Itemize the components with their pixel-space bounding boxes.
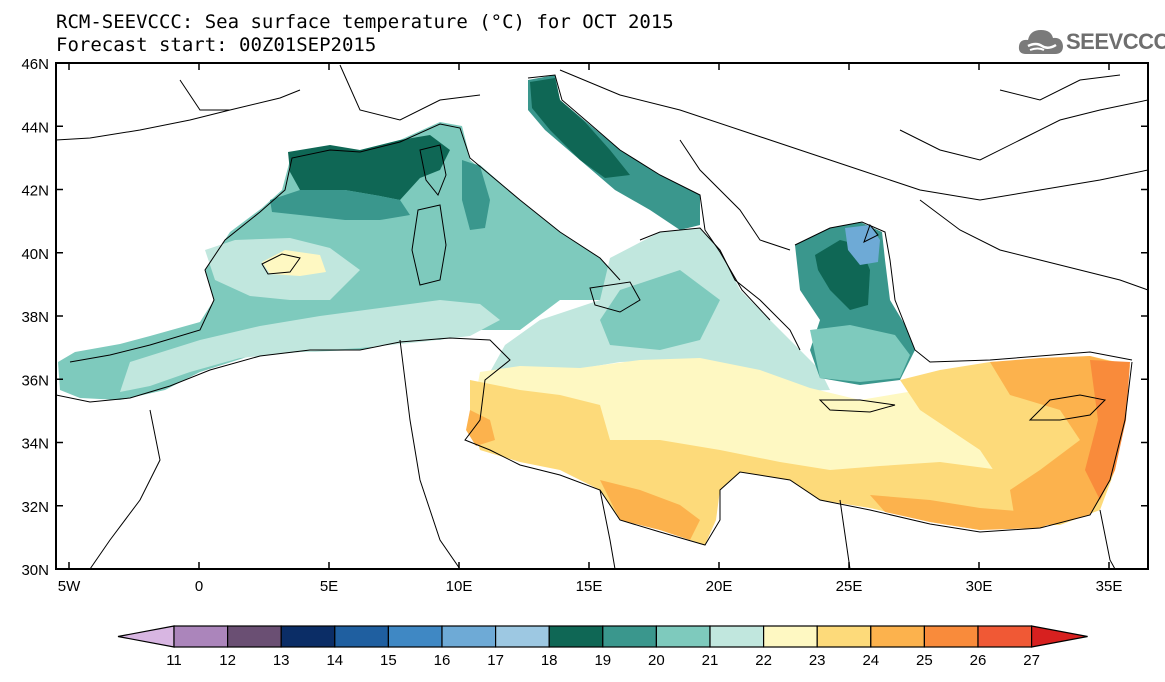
lat-tick-label: 30N (21, 562, 49, 579)
lat-tick-label: 46N (21, 56, 49, 73)
colorbar-label: 12 (219, 652, 236, 669)
colorbar-box (441, 625, 497, 648)
seevccc-logo: SEEVCCC (1018, 24, 1165, 58)
colorbar-label: 16 (434, 652, 451, 669)
ionian-mid (600, 270, 720, 350)
colorbar-label: 11 (166, 652, 182, 669)
colorbar-box (977, 625, 1033, 648)
colorbar-label: 26 (970, 652, 987, 669)
colorbar-box (495, 625, 550, 648)
longitude-axis: 5W 0 5E 10E 15E 20E 25E 30E 35E (58, 63, 1123, 595)
colorbar-box (280, 625, 336, 648)
lat-tick-label: 42N (21, 183, 49, 200)
colorbar-over-triangle (1031, 625, 1088, 648)
gulf-sidra-warm (600, 480, 700, 540)
lat-tick-label: 36N (21, 372, 49, 389)
colorbar-box (655, 625, 711, 648)
lon-tick-label: 15E (576, 578, 603, 595)
colorbar-label: 20 (648, 652, 665, 669)
lon-tick-label: 10E (446, 578, 473, 595)
colorbar-under-triangle (117, 625, 175, 648)
lat-tick-label: 40N (21, 246, 49, 263)
colorbar-label: 22 (755, 652, 772, 669)
colorbar-label: 25 (916, 652, 933, 669)
lon-tick-label: 0 (195, 578, 203, 595)
lon-tick-label: 30E (966, 578, 993, 595)
tyrrhenian-mid (462, 160, 490, 230)
colorbar-box (334, 625, 389, 648)
central-south-warm (475, 358, 1050, 480)
cloud-icon (1018, 30, 1063, 54)
colorbar-box (227, 625, 282, 648)
colorbar-label: 23 (809, 652, 826, 669)
lon-tick-label: 5W (58, 578, 81, 595)
tyrrhenian (450, 160, 615, 300)
colorbar-label: 27 (1023, 652, 1040, 669)
lon-tick-label: 25E (836, 578, 863, 595)
coastlines (56, 64, 1148, 569)
lon-tick-label: 5E (320, 578, 338, 595)
aegean-south-light (810, 325, 910, 382)
lon-tick-label: 20E (706, 578, 733, 595)
ligurian-mid (270, 190, 410, 220)
gulf-of-lion-cold (288, 135, 450, 200)
lat-tick-label: 44N (21, 119, 49, 136)
colorbar-box (602, 625, 657, 648)
colorbar: 11 12 13 14 15 16 17 18 19 20 21 22 23 24 25 26 27 (117, 625, 1088, 669)
lat-tick-label: 38N (21, 309, 49, 326)
adriatic-cold (530, 78, 630, 178)
colorbar-box (762, 625, 818, 648)
colorbar-label: 24 (862, 652, 879, 669)
egypt-coast-warm (870, 495, 1060, 530)
aegean-blue (845, 225, 880, 265)
levantine-hot (1085, 360, 1130, 500)
colorbar-box (870, 625, 925, 648)
logo-text: SEEVCCC (1066, 29, 1165, 54)
colorbar-box (816, 625, 872, 648)
colorbar-label: 18 (541, 652, 558, 669)
lat-tick-label: 34N (21, 436, 49, 453)
map-title: RCM-SEEVCCC: Sea surface temperature (°C… (56, 11, 674, 33)
sea-temperature-field (58, 75, 1130, 545)
latitude-axis: 46N 44N 42N 40N 38N 36N 34N 32N 30N (21, 56, 1148, 579)
colorbar-label: 21 (702, 652, 719, 669)
colorbar-label: 15 (380, 652, 397, 669)
colorbar-box (548, 625, 604, 648)
algerian-coast-band (120, 300, 500, 392)
colorbar-box (923, 625, 979, 648)
colorbar-label: 17 (487, 652, 504, 669)
colorbar-label: 14 (326, 652, 343, 669)
colorbar-box (173, 625, 229, 648)
map-subtitle: Forecast start: 00Z01SEP2015 (56, 34, 377, 56)
colorbar-label: 19 (594, 652, 611, 669)
colorbar-label: 13 (273, 652, 290, 669)
colorbar-box (709, 625, 765, 648)
tunisia-warm (466, 410, 495, 446)
lat-tick-label: 32N (21, 499, 49, 516)
lon-tick-label: 35E (1096, 578, 1123, 595)
colorbar-box (387, 625, 443, 648)
